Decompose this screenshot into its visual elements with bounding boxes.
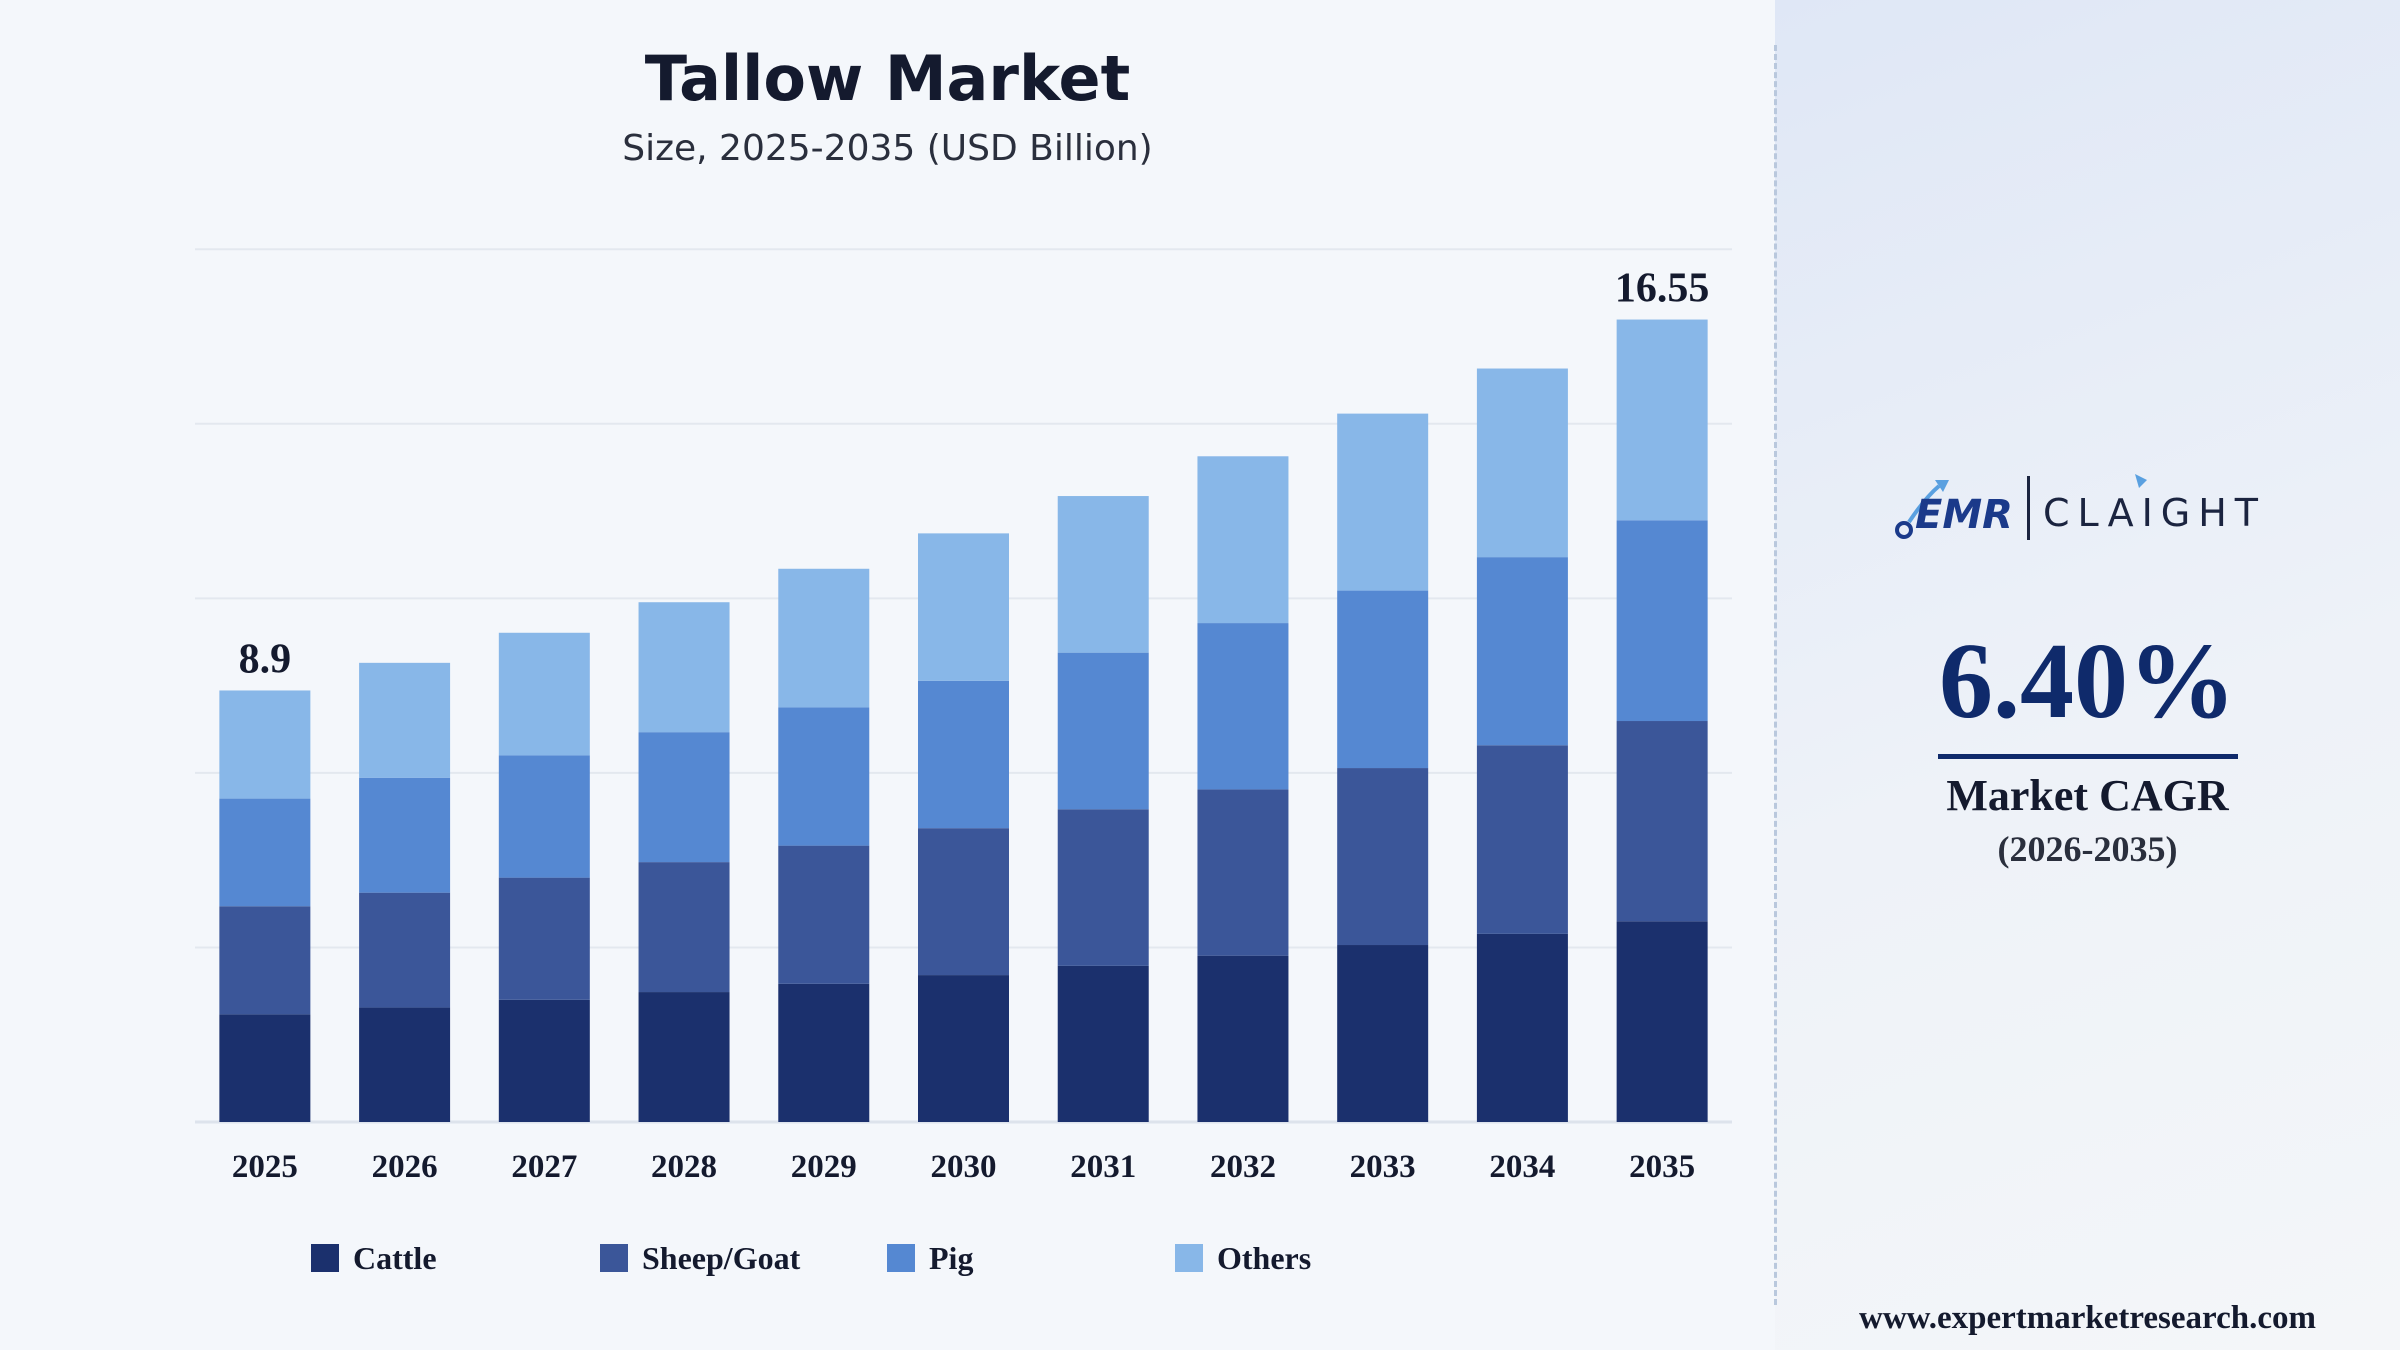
bar-2026-pig bbox=[359, 777, 451, 893]
x-tick-label-2031: 2031 bbox=[1070, 1149, 1136, 1185]
x-tick-label-2026: 2026 bbox=[372, 1149, 438, 1185]
legend-label-sheep-goat: Sheep/Goat bbox=[642, 1239, 801, 1276]
bar-2029-pig bbox=[778, 707, 870, 846]
bar-2031-sheep-goat bbox=[1057, 809, 1149, 966]
bar-2028-others bbox=[638, 602, 730, 733]
legend-swatch-cattle bbox=[311, 1244, 339, 1272]
bar-2029-sheep-goat bbox=[778, 845, 870, 984]
bar-2027-pig bbox=[498, 755, 590, 878]
x-tick-label-2025: 2025 bbox=[232, 1149, 298, 1185]
bar-2027-cattle bbox=[498, 999, 590, 1122]
x-tick-label-2028: 2028 bbox=[651, 1149, 717, 1185]
data-label-2025: 8.9 bbox=[239, 636, 292, 682]
bar-2033-cattle bbox=[1337, 945, 1429, 1122]
panel-divider bbox=[1774, 45, 1777, 1305]
x-tick-label-2027: 2027 bbox=[511, 1149, 577, 1185]
bar-2032-others bbox=[1197, 456, 1289, 624]
stacked-bar-chart: 2025 8.9 2026 2027 2028 2029 2030 2031 2032 2033 2… bbox=[195, 248, 1732, 1185]
chart-subtitle: Size, 2025-2035 (USD Billion) bbox=[622, 128, 1153, 169]
x-tick-label-2033: 2033 bbox=[1350, 1149, 1416, 1185]
bar-2026-cattle bbox=[359, 1007, 451, 1122]
bar-2032-sheep-goat bbox=[1197, 789, 1289, 956]
logo-claight-text: CLAIGHT bbox=[2043, 491, 2266, 535]
chart-panel: Tallow Market Size, 2025-2035 (USD Billi… bbox=[195, 42, 1732, 1278]
bar-2025-sheep-goat bbox=[219, 906, 311, 1015]
bar-2027-sheep-goat bbox=[498, 877, 590, 1000]
legend-item-cattle: Cattle bbox=[311, 1238, 437, 1278]
bar-2034-sheep-goat bbox=[1476, 745, 1568, 934]
bar-2031-pig bbox=[1057, 652, 1149, 810]
legend-label-pig: Pig bbox=[929, 1239, 974, 1276]
bar-2035-sheep-goat bbox=[1616, 721, 1708, 922]
x-tick-label-2034: 2034 bbox=[1489, 1149, 1555, 1185]
bar-2029-others bbox=[778, 568, 870, 708]
bar-2032-pig bbox=[1197, 623, 1289, 790]
bar-2025-cattle bbox=[219, 1014, 311, 1122]
bar-2030-others bbox=[918, 533, 1009, 681]
cagr-period: (2026-2035) bbox=[1997, 829, 2178, 869]
bar-2033-pig bbox=[1337, 590, 1429, 769]
bar-2033-sheep-goat bbox=[1337, 768, 1429, 946]
x-tick-label-2032: 2032 bbox=[1210, 1149, 1276, 1185]
side-panel bbox=[1775, 0, 2400, 1350]
bar-2033-others bbox=[1337, 413, 1429, 591]
legend-item-pig: Pig bbox=[887, 1238, 973, 1278]
emr-claight-logo: EMR CLAIGHT bbox=[1895, 474, 2266, 540]
bar-2034-cattle bbox=[1476, 933, 1568, 1122]
logo-emr-text: EMR bbox=[1915, 492, 2013, 538]
bar-2027-others bbox=[498, 632, 590, 756]
bar-2035-others bbox=[1616, 319, 1708, 521]
legend-item-sheep-goat: Sheep/Goat bbox=[600, 1238, 800, 1278]
bar-2025-others bbox=[219, 690, 311, 799]
bar-2034-pig bbox=[1476, 557, 1568, 746]
x-tick-label-2030: 2030 bbox=[931, 1149, 997, 1185]
x-tick-label-2029: 2029 bbox=[791, 1149, 857, 1185]
bar-2030-sheep-goat bbox=[918, 828, 1009, 976]
bar-2032-cattle bbox=[1197, 955, 1289, 1122]
chart-title: Tallow Market bbox=[644, 42, 1131, 115]
legend-swatch-others bbox=[1175, 1244, 1203, 1272]
legend-swatch-sheep-goat bbox=[600, 1244, 628, 1272]
bar-2026-sheep-goat bbox=[359, 892, 451, 1008]
bar-2035-cattle bbox=[1616, 921, 1708, 1122]
bar-2026-others bbox=[359, 662, 451, 778]
bar-2028-sheep-goat bbox=[638, 862, 730, 993]
bar-2030-pig bbox=[918, 680, 1009, 829]
cagr-value: 6.40% bbox=[1939, 622, 2236, 741]
bar-2028-pig bbox=[638, 732, 730, 863]
cagr-underline bbox=[1938, 754, 2238, 759]
bar-2035-pig bbox=[1616, 520, 1708, 722]
legend-item-others: Others bbox=[1175, 1238, 1311, 1278]
bar-2031-others bbox=[1057, 496, 1149, 653]
bar-2030-cattle bbox=[918, 975, 1009, 1122]
legend-label-others: Others bbox=[1217, 1239, 1312, 1276]
bar-2028-cattle bbox=[638, 992, 730, 1122]
bar-2031-cattle bbox=[1057, 965, 1149, 1122]
legend-swatch-pig bbox=[887, 1244, 915, 1272]
website-link[interactable]: www.expertmarketresearch.com bbox=[1859, 1300, 2316, 1336]
bar-2025-pig bbox=[219, 798, 311, 907]
x-tick-label-2035: 2035 bbox=[1629, 1149, 1695, 1185]
data-label-2035: 16.55 bbox=[1615, 266, 1710, 312]
legend-label-cattle: Cattle bbox=[353, 1239, 437, 1276]
cagr-label: Market CAGR bbox=[1946, 771, 2229, 820]
bar-2029-cattle bbox=[778, 983, 870, 1122]
bar-2034-others bbox=[1476, 368, 1568, 558]
